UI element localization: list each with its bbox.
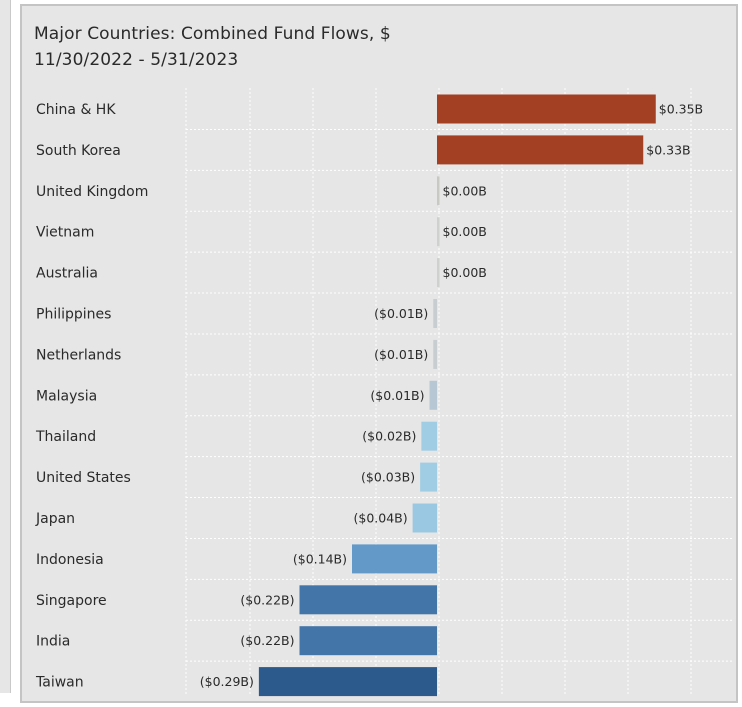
category-label: Vietnam xyxy=(36,225,94,241)
bar xyxy=(437,258,440,288)
category-label: China & HK xyxy=(36,102,116,118)
data-label: $0.00B xyxy=(443,265,487,280)
category-label: Philippines xyxy=(36,307,111,323)
bar xyxy=(437,217,440,247)
chart-subtitle: 11/30/2022 - 5/31/2023 xyxy=(34,50,239,70)
data-label: ($0.01B) xyxy=(370,388,424,403)
bar xyxy=(420,462,437,492)
bar xyxy=(437,176,440,206)
data-label: ($0.01B) xyxy=(374,306,428,321)
data-label: ($0.01B) xyxy=(374,347,428,362)
bar xyxy=(258,667,437,697)
bar xyxy=(437,135,644,165)
bar xyxy=(433,299,437,328)
bar xyxy=(433,339,437,369)
bar-chart: China & HK $0.35B South Korea $0.33B United … xyxy=(35,88,734,697)
category-label: Netherlands xyxy=(36,347,121,363)
category-label: United States xyxy=(36,470,131,486)
category-label: Taiwan xyxy=(35,675,84,691)
bar xyxy=(299,626,437,656)
category-label: Indonesia xyxy=(36,552,104,568)
bar xyxy=(412,503,437,533)
data-label: ($0.29B) xyxy=(200,674,254,689)
category-label: South Korea xyxy=(36,143,121,159)
category-label: Malaysia xyxy=(36,388,97,404)
bar xyxy=(437,94,656,124)
bar xyxy=(299,585,437,615)
data-label: ($0.14B) xyxy=(293,551,347,566)
data-label: ($0.04B) xyxy=(354,511,408,526)
category-label: Australia xyxy=(36,266,98,282)
data-label: ($0.02B) xyxy=(362,429,416,444)
data-label: $0.33B xyxy=(646,142,690,157)
bar xyxy=(429,380,437,410)
category-label: Singapore xyxy=(36,593,107,609)
data-label: $0.00B xyxy=(443,183,487,198)
chart-panel: Major Countries: Combined Fund Flows, $ … xyxy=(20,4,738,703)
data-label: ($0.03B) xyxy=(361,470,415,485)
bar xyxy=(421,421,437,451)
data-label: ($0.22B) xyxy=(240,592,294,607)
category-label: Thailand xyxy=(35,429,96,445)
bar xyxy=(352,544,437,574)
data-label: $0.35B xyxy=(659,102,703,117)
category-label: Japan xyxy=(35,511,75,527)
data-label: ($0.22B) xyxy=(240,633,294,648)
category-label: United Kingdom xyxy=(36,184,148,200)
chart-title: Major Countries: Combined Fund Flows, $ xyxy=(34,24,391,44)
data-label: $0.00B xyxy=(443,224,487,239)
category-label: India xyxy=(36,634,70,650)
adjacent-panel-edge xyxy=(0,0,11,693)
